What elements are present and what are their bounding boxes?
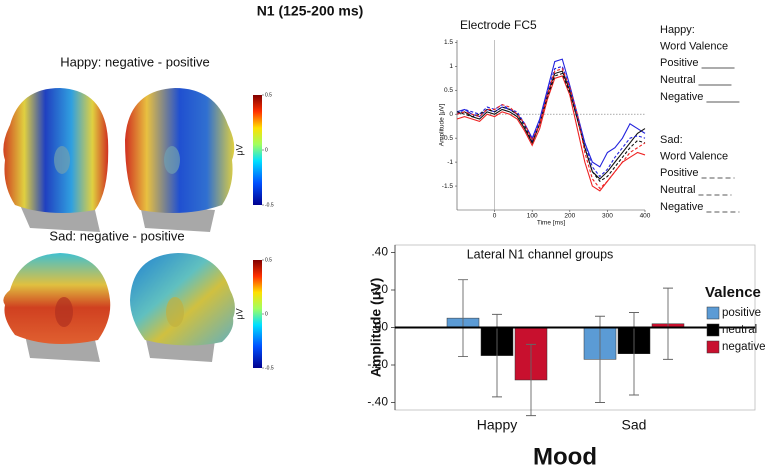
- y-tick-label: 0.5: [444, 87, 453, 94]
- x-axis-label: Mood: [533, 443, 597, 470]
- legend-label: Positive: [660, 167, 699, 179]
- y-tick-label: -.20: [367, 357, 388, 371]
- ear: [55, 297, 73, 327]
- colorbar-tick-label: 0.5: [265, 257, 272, 263]
- colorbar-tick-label: 0: [265, 311, 268, 317]
- colorbar-tick-label: 0.5: [265, 92, 272, 98]
- y-tick-label: .00: [371, 320, 388, 334]
- legend-label: positive: [722, 307, 761, 319]
- y-tick-label: -1.5: [442, 183, 454, 190]
- legend-group-title: Happy:: [660, 24, 695, 36]
- y-axis-label: Amplitude [μV]: [439, 104, 446, 147]
- legend-swatch: [706, 323, 720, 337]
- colorbar-label: μV: [234, 144, 244, 155]
- head: [130, 253, 235, 346]
- x-tick-label: 200: [564, 213, 575, 220]
- colorbar: [253, 260, 262, 368]
- y-tick-label: .40: [371, 245, 388, 259]
- line-series: [456, 70, 646, 180]
- y-tick-label: .20: [371, 282, 388, 296]
- y-tick-label: 1.5: [444, 39, 453, 46]
- chart-title: Electrode FC5: [460, 18, 537, 32]
- y-tick-label: 0: [449, 111, 453, 118]
- legend-title: Valence: [705, 284, 761, 301]
- ear: [54, 146, 70, 174]
- head: [125, 88, 235, 214]
- y-axis-label: Amplitude (μV): [368, 278, 384, 378]
- legend-label: negative: [722, 341, 765, 353]
- error-bar: [663, 287, 673, 360]
- head: [3, 88, 109, 214]
- y-tick-label: -0.5: [442, 135, 454, 142]
- x-tick-label: 0: [493, 213, 497, 220]
- x-tick-label: 100: [527, 213, 538, 220]
- x-tick-label: Sad: [622, 417, 647, 433]
- x-tick-label: 300: [602, 213, 613, 220]
- line-series: [456, 68, 646, 190]
- colorbar-tick-label: -0.5: [265, 365, 274, 371]
- error-bar: [629, 312, 639, 396]
- legend-label: neutral: [722, 324, 757, 336]
- x-tick-label: 400: [640, 213, 651, 220]
- topomap-happy: Happy: negative - positive: [3, 54, 262, 232]
- x-axis-label: Time [ms]: [537, 220, 565, 227]
- error-bar: [526, 343, 536, 417]
- topomap-title: Sad: negative - positive: [49, 228, 184, 243]
- colorbar: [253, 95, 262, 205]
- head: [3, 253, 111, 344]
- x-tick-label: Happy: [477, 417, 517, 433]
- colorbar-tick-label: -0.5: [265, 202, 274, 208]
- line-series: [456, 72, 646, 182]
- y-tick-label: 1: [449, 63, 453, 70]
- topomap-sad: Sad: negative - positive: [3, 228, 262, 368]
- error-bar: [458, 279, 468, 358]
- colorbar-tick-label: 0: [265, 147, 268, 153]
- y-tick-label: -1: [447, 159, 453, 166]
- legend-label: Negative: [660, 201, 703, 213]
- legend-group-label: Word Valence: [660, 40, 728, 52]
- figure-title: N1 (125-200 ms): [257, 3, 364, 19]
- legend-group-title: Sad:: [660, 134, 683, 146]
- legend-label: Neutral: [660, 184, 695, 196]
- line-series: [456, 75, 646, 192]
- legend-group-label: Word Valence: [660, 150, 728, 162]
- chart-title: Lateral N1 channel groups: [467, 247, 614, 261]
- legend-label: Positive: [660, 57, 699, 69]
- topomap-title: Happy: negative - positive: [60, 54, 210, 69]
- ear: [164, 146, 180, 174]
- ear: [166, 297, 184, 327]
- error-bar: [595, 315, 605, 403]
- line-series: [456, 65, 646, 178]
- colorbar-label: μV: [234, 308, 244, 319]
- legend-label: Negative: [660, 91, 703, 103]
- legend-swatch: [706, 306, 720, 320]
- legend-swatch: [706, 340, 720, 354]
- legend-label: Neutral: [660, 74, 695, 86]
- y-tick-label: -.40: [367, 395, 388, 409]
